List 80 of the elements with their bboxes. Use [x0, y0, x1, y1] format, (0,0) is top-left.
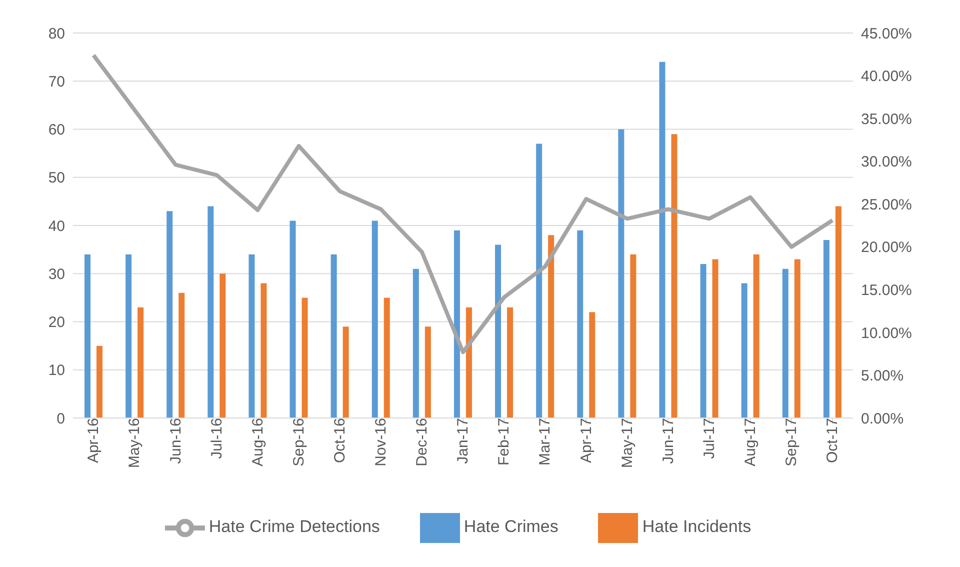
bar: [753, 254, 760, 418]
bar: [260, 283, 267, 418]
bar: [548, 235, 554, 418]
legend-label: Hate Incidents: [642, 517, 752, 536]
x-tick-label: Nov-16: [372, 418, 390, 466]
x-tick-label: Apr-16: [85, 418, 102, 464]
bar: [466, 307, 472, 418]
bar: [138, 307, 144, 418]
y-tick-label: 80: [48, 25, 65, 42]
bar: [372, 220, 378, 418]
x-tick-label: Jun-16: [167, 418, 184, 464]
y2-tick-label: 20.00%: [861, 239, 912, 256]
bar: [178, 292, 185, 418]
x-tick-label: Jan-17: [454, 418, 472, 464]
x-tick-label: Aug-16: [249, 418, 266, 466]
bar: [166, 211, 173, 418]
bar: [384, 298, 390, 418]
y2-tick-label: 30.00%: [861, 154, 912, 171]
y2-tick-label: 0.00%: [861, 410, 904, 428]
x-tick-label: May-17: [618, 418, 636, 468]
y2-tick-label: 40.00%: [861, 68, 912, 86]
line-series: [92, 53, 834, 354]
bar: [412, 268, 419, 418]
y-tick-label: 10: [48, 362, 65, 380]
bar: [330, 254, 337, 418]
x-tick-label: Mar-17: [536, 418, 554, 466]
bar: [782, 268, 788, 418]
bar: [507, 307, 514, 418]
bar: [671, 134, 678, 418]
y2-tick-label: 35.00%: [861, 110, 912, 128]
bar: [577, 230, 584, 418]
bar: [495, 244, 502, 418]
y-tick-label: 60: [48, 122, 65, 139]
y2-tick-label: 25.00%: [861, 196, 912, 214]
bar: [589, 312, 596, 418]
bar: [290, 220, 296, 418]
bar: [823, 240, 830, 418]
x-tick-label: Oct-17: [824, 418, 842, 464]
y2-tick-label: 10.00%: [861, 324, 912, 342]
bar: [794, 259, 800, 418]
bar: [630, 254, 636, 418]
legend-label: Hate Crimes: [464, 517, 558, 536]
y-tick-label: 70: [48, 73, 65, 90]
bar: [536, 144, 542, 418]
bar: [126, 254, 132, 418]
legend-label: Hate Crime Detections: [208, 517, 380, 536]
x-tick-label: Jul-16: [208, 418, 226, 459]
x-tick-label: Feb-17: [496, 418, 513, 466]
y-tick-label: 50: [48, 170, 65, 187]
x-tick-label: Jul-17: [700, 418, 718, 459]
y-tick-label: 0: [56, 410, 65, 428]
bar: [424, 326, 431, 418]
x-tick-label: Jun-17: [660, 418, 677, 464]
bar: [96, 346, 102, 418]
bar: [700, 264, 706, 418]
bar: [84, 254, 90, 418]
bar: [248, 254, 255, 418]
bar: [618, 129, 624, 418]
x-tick-label: Aug-17: [742, 418, 760, 466]
x-tick-label: Dec-16: [414, 418, 431, 466]
bar: [712, 259, 718, 418]
bar: [208, 206, 214, 418]
bar: [659, 62, 666, 418]
y2-tick-label: 15.00%: [861, 282, 912, 299]
x-tick-label: Apr-17: [578, 418, 595, 464]
x-tick-label: Sep-17: [783, 418, 800, 466]
x-tick-label: Oct-16: [331, 418, 348, 464]
y-tick-label: 20: [48, 314, 65, 332]
bar: [220, 274, 226, 418]
y-tick-label: 30: [48, 266, 65, 283]
y2-tick-label: 45.00%: [861, 25, 912, 42]
bar: [835, 206, 842, 418]
bar: [302, 298, 308, 418]
bar: [342, 326, 349, 418]
y-tick-label: 40: [48, 218, 65, 235]
y2-tick-label: 5.00%: [861, 368, 904, 385]
x-tick-label: May-16: [126, 418, 144, 468]
bar: [454, 230, 460, 418]
x-tick-label: Sep-16: [290, 418, 308, 466]
bar: [741, 283, 748, 418]
